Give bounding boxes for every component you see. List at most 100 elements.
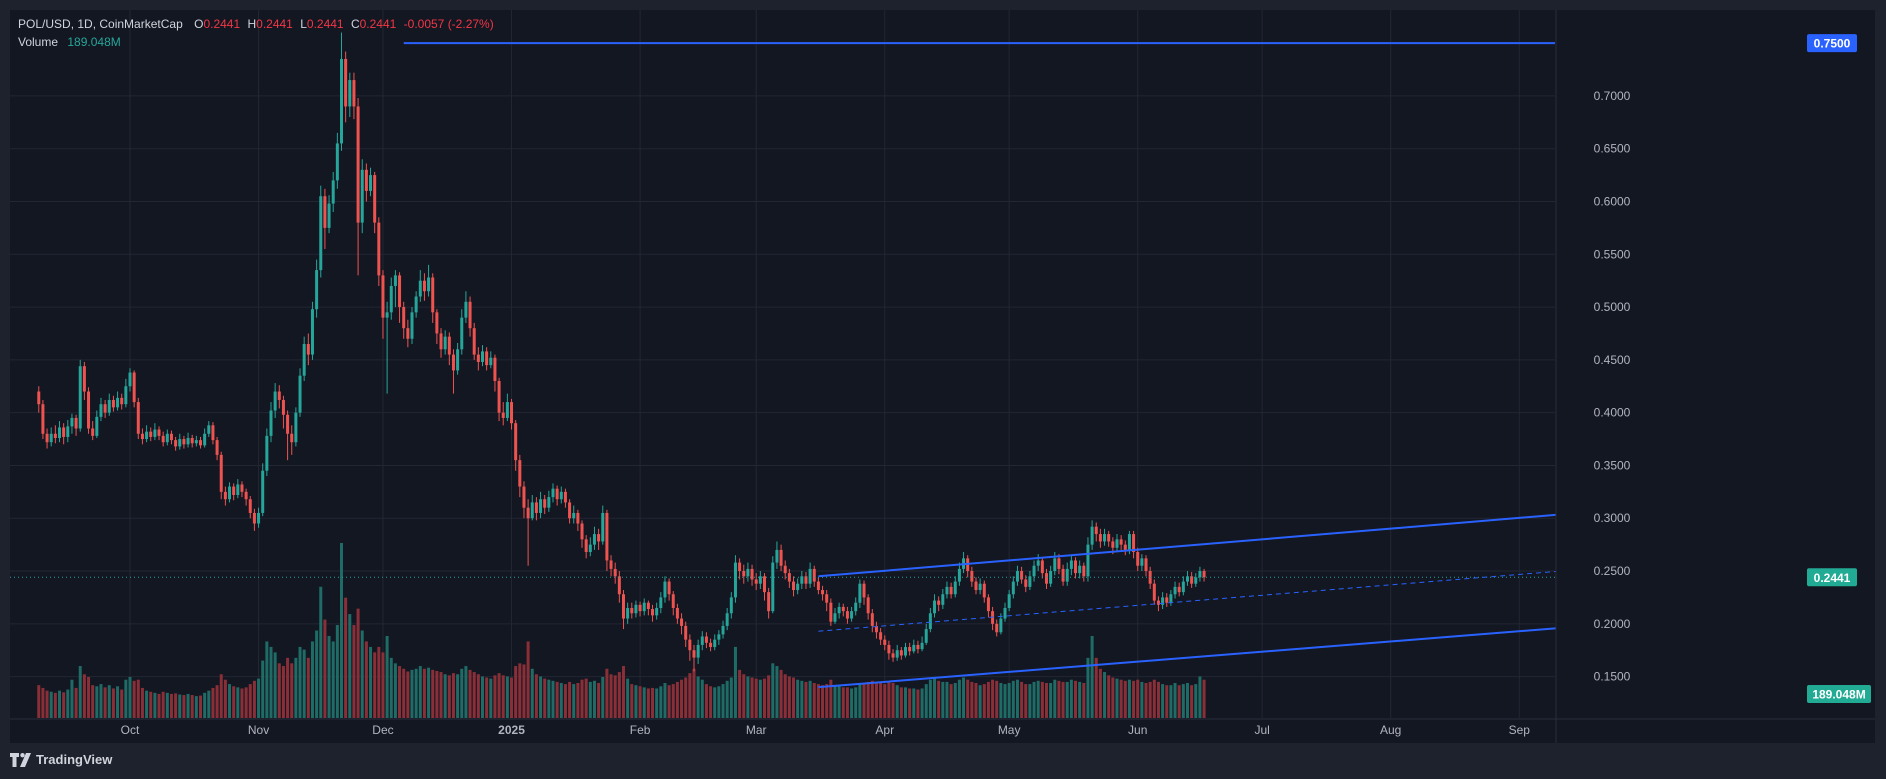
candle-body[interactable] xyxy=(302,344,306,376)
candle-body[interactable] xyxy=(393,275,397,286)
candle-body[interactable] xyxy=(149,431,153,437)
candle-body[interactable] xyxy=(588,544,592,553)
candle-body[interactable] xyxy=(651,609,655,616)
candle-body[interactable] xyxy=(626,607,630,619)
candle-body[interactable] xyxy=(874,625,878,633)
candle-body[interactable] xyxy=(439,333,443,350)
candle-body[interactable] xyxy=(903,647,907,656)
candle-body[interactable] xyxy=(605,512,609,561)
candle-body[interactable] xyxy=(1086,544,1090,577)
candle-body[interactable] xyxy=(281,399,285,415)
candle-body[interactable] xyxy=(937,600,941,605)
candle-body[interactable] xyxy=(319,196,323,271)
candle-body[interactable] xyxy=(879,632,883,640)
candle-body[interactable] xyxy=(592,534,596,545)
candle-body[interactable] xyxy=(1156,600,1160,605)
candle-body[interactable] xyxy=(348,80,352,107)
candle-body[interactable] xyxy=(257,512,261,524)
candle-body[interactable] xyxy=(228,486,232,500)
candle-body[interactable] xyxy=(476,354,480,362)
candle-body[interactable] xyxy=(1136,552,1140,566)
candle-body[interactable] xyxy=(174,440,178,447)
candle-body[interactable] xyxy=(568,502,572,519)
candle-body[interactable] xyxy=(771,562,775,612)
candle-body[interactable] xyxy=(273,391,277,411)
candle-body[interactable] xyxy=(1115,539,1119,548)
candle-body[interactable] xyxy=(858,583,862,603)
candle-body[interactable] xyxy=(945,586,949,595)
candle-body[interactable] xyxy=(621,594,625,619)
candle-body[interactable] xyxy=(845,611,849,619)
candle-body[interactable] xyxy=(642,602,646,612)
candle-body[interactable] xyxy=(1020,571,1024,580)
candle-body[interactable] xyxy=(132,372,136,403)
candle-body[interactable] xyxy=(704,636,708,643)
candle-body[interactable] xyxy=(754,579,758,584)
candle-body[interactable] xyxy=(232,486,236,496)
candle-body[interactable] xyxy=(866,597,870,614)
candle-body[interactable] xyxy=(298,375,302,413)
candle-body[interactable] xyxy=(999,618,1003,633)
candle-body[interactable] xyxy=(920,642,924,650)
candle-body[interactable] xyxy=(252,512,256,524)
candle-body[interactable] xyxy=(779,549,783,566)
candle-body[interactable] xyxy=(236,484,240,496)
candle-body[interactable] xyxy=(986,597,990,612)
candle-body[interactable] xyxy=(655,607,659,616)
candle-body[interactable] xyxy=(49,433,53,443)
candle-body[interactable] xyxy=(472,328,476,355)
candle-body[interactable] xyxy=(1057,558,1061,569)
candle-body[interactable] xyxy=(883,639,887,645)
candle-body[interactable] xyxy=(796,583,800,591)
candle-body[interactable] xyxy=(713,639,717,648)
candle-body[interactable] xyxy=(534,502,538,513)
candle-body[interactable] xyxy=(1032,565,1036,577)
candle-body[interactable] xyxy=(1198,571,1202,578)
candle-body[interactable] xyxy=(663,581,667,598)
candle-body[interactable] xyxy=(1036,560,1040,566)
candle-body[interactable] xyxy=(543,499,547,508)
candle-body[interactable] xyxy=(480,351,484,362)
candle-body[interactable] xyxy=(422,280,426,292)
candle-body[interactable] xyxy=(547,497,551,508)
candle-body[interactable] xyxy=(609,560,613,569)
candle-body[interactable] xyxy=(37,391,41,405)
candle-body[interactable] xyxy=(402,307,406,329)
candle-body[interactable] xyxy=(696,644,700,658)
candle-body[interactable] xyxy=(970,571,974,582)
candle-body[interactable] xyxy=(505,402,509,418)
candle-body[interactable] xyxy=(526,507,530,519)
candle-body[interactable] xyxy=(1011,581,1015,595)
candle-body[interactable] xyxy=(1181,581,1185,593)
candle-body[interactable] xyxy=(447,336,451,355)
candle-body[interactable] xyxy=(899,650,903,656)
candle-body[interactable] xyxy=(381,275,385,318)
candle-body[interactable] xyxy=(198,440,202,446)
candle-body[interactable] xyxy=(974,581,978,591)
candle-body[interactable] xyxy=(82,366,86,392)
candle-body[interactable] xyxy=(389,285,393,313)
candle-body[interactable] xyxy=(190,437,194,444)
candle-body[interactable] xyxy=(1015,571,1019,582)
candle-body[interactable] xyxy=(539,499,543,513)
candle-body[interactable] xyxy=(501,412,505,418)
candle-body[interactable] xyxy=(182,439,186,445)
candle-body[interactable] xyxy=(410,312,414,339)
candle-body[interactable] xyxy=(995,623,999,633)
candle-body[interactable] xyxy=(1185,576,1189,582)
candle-body[interactable] xyxy=(808,568,812,584)
candle-body[interactable] xyxy=(1069,560,1073,569)
candle-body[interactable] xyxy=(145,431,149,440)
candle-body[interactable] xyxy=(385,312,389,318)
candle-body[interactable] xyxy=(240,484,244,492)
candle-body[interactable] xyxy=(327,203,331,228)
candle-body[interactable] xyxy=(667,581,671,595)
candle-body[interactable] xyxy=(1024,579,1028,587)
candle-body[interactable] xyxy=(787,573,791,582)
candle-body[interactable] xyxy=(717,634,721,640)
candle-body[interactable] xyxy=(140,433,144,440)
candle-body[interactable] xyxy=(456,349,460,371)
candle-body[interactable] xyxy=(555,488,559,500)
candle-body[interactable] xyxy=(1140,558,1144,566)
